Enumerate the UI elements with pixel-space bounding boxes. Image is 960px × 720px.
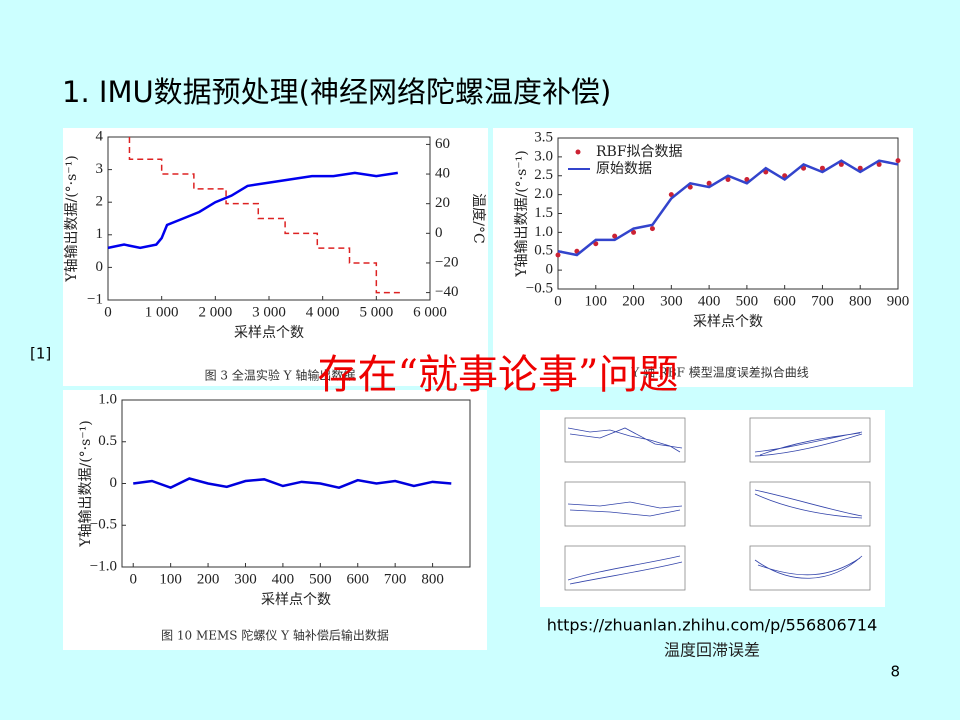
x-tick-label: 600	[773, 293, 796, 309]
data-point	[819, 165, 825, 171]
y-tick-label: 0	[546, 262, 554, 278]
data-point	[895, 158, 901, 164]
y-tick-label: 1.0	[98, 391, 117, 407]
y2-axis-label: 温度/°C	[470, 193, 486, 243]
x-tick-label: 700	[384, 571, 407, 587]
x-tick-label: 800	[421, 571, 444, 587]
source-url: https://zhuanlan.zhihu.com/p/556806714	[547, 616, 878, 635]
x-tick-label: 900	[887, 293, 910, 309]
x-tick-label: 3 000	[252, 304, 286, 320]
y2-tick-label: 60	[435, 136, 450, 152]
figure-caption: 温度回滞误差	[664, 641, 760, 660]
y-axis-label: Y轴输出数据/(°·s⁻¹)	[514, 150, 530, 278]
y-tick-label: −0.5	[526, 280, 553, 296]
data-line	[133, 477, 452, 490]
y-axis-label: Y轴输出数据/(°·s⁻¹)	[64, 155, 80, 283]
x-tick-label: 500	[309, 571, 332, 587]
figure-frame	[63, 128, 488, 386]
hysteresis-figure	[540, 410, 885, 607]
x-tick-label: 300	[660, 293, 683, 309]
x-tick-label: 6 000	[413, 304, 447, 320]
x-tick-label: 700	[811, 293, 834, 309]
y2-tick-label: −40	[435, 284, 458, 300]
legend-label: RBF拟合数据	[596, 144, 683, 160]
y-tick-label: 1.0	[534, 224, 553, 240]
y-axis-label: Y轴输出数据/(°·s⁻¹)	[78, 420, 94, 548]
data-line	[128, 137, 404, 294]
y-tick-label: 1.5	[534, 205, 553, 221]
y2-tick-label: 0	[435, 225, 443, 241]
x-tick-label: 200	[622, 293, 645, 309]
data-point	[555, 252, 561, 258]
y-tick-label: 0	[110, 475, 118, 491]
figure-caption: 图 10 MEMS 陀螺仪 Y 轴补偿后输出数据	[161, 628, 389, 643]
x-axis-label: 采样点个数	[693, 314, 763, 330]
y-tick-label: 3.0	[534, 148, 553, 164]
y-tick-label: 2	[96, 194, 104, 210]
x-tick-label: 0	[104, 304, 112, 320]
y-tick-label: −0.5	[90, 517, 117, 533]
y-tick-label: 3	[96, 161, 104, 177]
data-point	[725, 177, 731, 183]
x-tick-label: 200	[197, 571, 220, 587]
y-tick-label: 3.5	[534, 129, 553, 145]
legend-swatch	[575, 149, 581, 155]
overlay-remark: 存在“就事论事”问题	[318, 352, 679, 398]
data-point	[631, 229, 637, 235]
x-tick-label: 1 000	[145, 304, 179, 320]
y2-tick-label: 40	[435, 165, 450, 181]
legend-label: 原始数据	[596, 161, 652, 177]
y-tick-label: 2.0	[534, 186, 553, 202]
x-tick-label: 800	[849, 293, 872, 309]
x-tick-label: 100	[159, 571, 182, 587]
x-tick-label: 4 000	[306, 304, 340, 320]
page-number: 8	[890, 663, 900, 681]
data-point	[612, 233, 618, 239]
y-tick-label: 4	[96, 128, 104, 144]
y-tick-label: −1.0	[90, 558, 117, 574]
x-tick-label: 500	[736, 293, 759, 309]
data-point	[838, 161, 844, 167]
data-point	[706, 180, 712, 186]
x-tick-label: 400	[272, 571, 295, 587]
reference-note: [1]	[30, 345, 51, 363]
x-tick-label: 600	[346, 571, 369, 587]
data-point	[876, 161, 882, 167]
y2-tick-label: −20	[435, 254, 458, 270]
figure-frame	[493, 128, 913, 387]
y-tick-label: 2.5	[534, 167, 553, 183]
data-point	[649, 226, 655, 232]
y-tick-label: 0.5	[98, 433, 117, 449]
figure-frame	[63, 390, 487, 650]
data-line	[107, 171, 398, 250]
x-tick-label: 0	[554, 293, 562, 309]
figure-caption: Y 轴 RBF 模型温度误差拟合曲线	[630, 365, 809, 380]
figure-caption: 图 3 全温实验 Y 轴输出数据	[205, 368, 356, 383]
x-axis-label: 采样点个数	[234, 325, 304, 341]
x-tick-label: 400	[698, 293, 721, 309]
y-tick-label: 1	[96, 226, 104, 242]
x-tick-label: 100	[585, 293, 608, 309]
data-point	[857, 165, 863, 171]
y-tick-label: 0.5	[534, 243, 553, 259]
y-tick-label: 0	[96, 259, 104, 275]
y-tick-label: −1	[87, 291, 103, 307]
data-line	[557, 159, 899, 257]
x-tick-label: 0	[129, 571, 137, 587]
slide-title: 1. IMU数据预处理(神经网络陀螺温度补偿)	[62, 75, 611, 109]
x-tick-label: 300	[234, 571, 257, 587]
x-tick-label: 2 000	[198, 304, 232, 320]
y2-tick-label: 20	[435, 195, 450, 211]
x-tick-label: 5 000	[359, 304, 393, 320]
x-axis-label: 采样点个数	[261, 592, 331, 608]
